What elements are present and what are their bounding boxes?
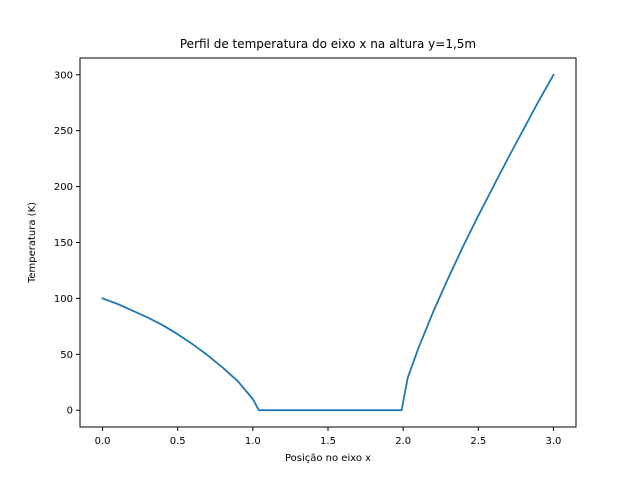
x-axis-label: Posição no eixo x [285,453,371,464]
y-tick-label: 150 [54,238,73,249]
x-tick-label: 3.0 [546,436,562,447]
plot-frame [79,57,577,428]
y-tick-label: 0 [67,406,73,417]
x-tick-label: 0.0 [95,436,111,447]
x-tick-label: 1.0 [245,436,261,447]
x-tick-label: 2.5 [470,436,486,447]
y-tick-label: 100 [54,294,73,305]
plot-area [80,58,576,427]
chart-title: Perfil de temperatura do eixo x na altur… [180,37,476,51]
x-tick-label: 2.0 [395,436,411,447]
y-tick-label: 200 [54,182,73,193]
x-tick-label: 0.5 [170,436,186,447]
y-tick-label: 50 [60,350,73,361]
temperature-series-line [101,73,555,412]
y-tick-label: 300 [54,70,73,81]
x-tick-label: 1.5 [320,436,336,447]
y-axis-label: Temperatura (K) [27,202,38,284]
y-axis-ticks: 0 50 100 150 200 250 300 [54,70,80,417]
series-layer [101,73,555,412]
x-axis-ticks: 0.0 0.5 1.0 1.5 2.0 2.5 3.0 [95,427,562,447]
y-tick-label: 250 [54,126,73,137]
